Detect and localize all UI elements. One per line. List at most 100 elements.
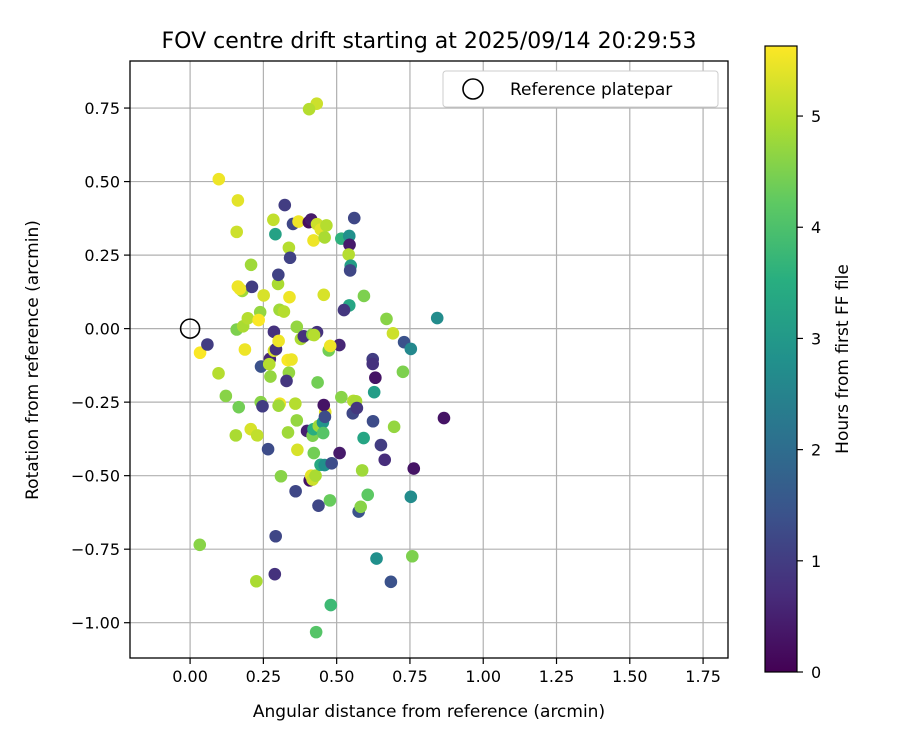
data-point [342,248,355,261]
data-point [337,303,351,317]
colorbar-tick-label: 1 [811,552,821,571]
data-point [230,225,244,239]
x-tick-label: 1.00 [465,667,501,686]
data-point [277,305,291,318]
data-point [318,231,331,244]
y-tick-label: 0.00 [84,320,120,339]
data-point [245,280,259,294]
x-axis-ticks: 0.00 0.25 0.50 0.75 1.00 1.25 1.50 1.75 [172,658,721,686]
x-tick-label: 1.50 [612,667,648,686]
y-axis-label: Rotation from reference (arcmin) [23,220,43,500]
data-point [212,172,226,186]
data-point [219,389,233,403]
data-point [244,258,258,272]
data-point [384,575,398,589]
y-tick-label: −0.25 [71,393,120,412]
data-point [264,370,277,383]
data-point [361,488,375,502]
x-tick-label: 0.25 [246,667,282,686]
colorbar-gradient [764,45,798,673]
data-point [193,346,207,360]
reference-point [179,318,201,339]
x-tick-label: 0.50 [319,667,355,686]
data-point [404,490,418,504]
data-point [366,357,380,371]
data-point [229,429,243,442]
colorbar-tick-label: 4 [811,218,821,237]
data-point [290,320,304,334]
data-point [241,312,255,325]
data-point [232,400,246,414]
x-tick-label: 1.25 [539,667,575,686]
data-point [201,338,214,351]
legend: Reference platepar [442,70,719,108]
data-point [350,401,364,415]
data-point [343,238,356,252]
data-point [271,277,285,291]
data-point [312,499,325,512]
data-point [317,288,331,302]
data-point [250,574,263,588]
data-point [262,357,276,371]
data-point [257,289,270,302]
colorbar-tick-label: 0 [811,663,821,682]
y-tick-label: −0.50 [71,467,120,486]
data-point [366,414,380,428]
data-point [430,311,444,325]
data-point [267,213,280,227]
data-point [325,457,338,470]
x-axis-label: Angular distance from reference (arcmin) [253,702,605,722]
data-point [309,469,322,482]
y-axis-ticks: 0.75 0.50 0.25 0.00 −0.25 −0.50 −0.75 −1.00 [71,99,130,633]
data-point [289,397,302,410]
colorbar-tick-label: 5 [811,107,821,126]
data-point [289,484,302,498]
colorbar-tick-label: 2 [811,441,821,460]
data-point [324,598,338,612]
data-point [333,338,346,352]
colorbar: 0 1 2 3 4 5 Hours from first FF file [764,45,853,682]
data-point [355,464,369,477]
data-point [342,229,356,243]
data-point [323,494,337,507]
data-point [396,365,410,379]
data-point [333,446,346,460]
data-point [272,399,285,412]
legend-entry-reference-platepar: Reference platepar [510,80,672,100]
data-point [357,431,370,445]
data-point [291,443,304,457]
data-point [282,241,296,255]
data-point [231,194,245,207]
y-tick-label: 0.25 [84,246,120,265]
data-point [285,353,298,366]
data-point [278,198,292,212]
data-point [374,438,388,452]
x-tick-label: 0.00 [172,667,208,686]
data-point [370,552,383,565]
data-point [343,264,357,277]
data-point [250,429,264,442]
data-point [387,420,401,434]
legend-box [442,70,719,108]
data-point [316,426,330,440]
data-point [369,371,382,385]
data-point [405,549,419,563]
data-point [311,376,324,389]
data-point [292,215,305,228]
data-points [193,97,451,639]
data-point [252,313,265,327]
x-tick-label: 1.75 [685,667,721,686]
colorbar-ticks: 0 1 2 3 4 5 [797,107,821,682]
data-point [268,567,282,581]
grid-lines [130,61,728,658]
data-point [193,538,207,552]
data-point [407,462,421,475]
data-point [269,529,282,543]
data-point [238,343,252,356]
data-point [357,289,371,303]
data-point [404,342,418,356]
chart-title: FOV centre drift starting at 2025/09/14 … [162,29,697,54]
data-point [320,219,333,232]
